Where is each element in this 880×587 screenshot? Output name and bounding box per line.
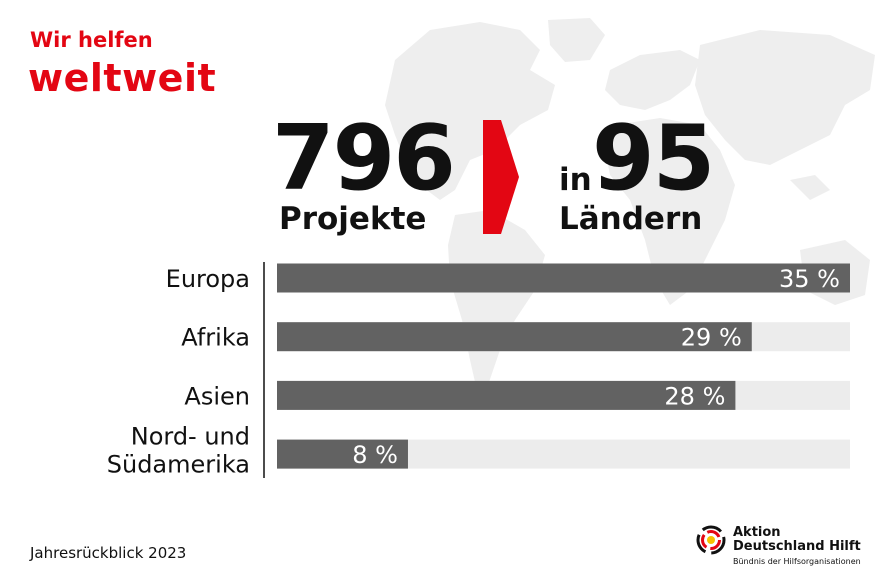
org-name-line1: Aktion [733,525,781,540]
year-label: Jahresrückblick 2023 [30,544,187,562]
category-label: Afrika [181,324,250,352]
countries-number: 95 [592,106,715,211]
category-label: Europa [166,265,250,293]
projects-number: 796 [272,106,456,211]
bar [277,380,736,410]
org-name-line2: Deutschland Hilft [733,539,861,554]
chevron-right-icon [483,120,519,234]
category-label: Asien [184,382,250,410]
bar-value-label: 35 % [779,265,840,293]
header-line2: weltweit [28,56,217,100]
category-label: Nord- und Südamerika [107,423,250,479]
bar [277,263,850,293]
bar [277,322,752,352]
org-tagline: Bündnis der Hilfsorganisationen [733,557,861,566]
bar [277,439,408,469]
bar-value-label: 8 % [352,441,398,469]
countries-prefix: in [559,162,592,198]
bar-value-label: 29 % [681,324,742,352]
header-line1: Wir helfen [30,28,153,52]
countries-label: Ländern [559,201,703,237]
projects-label: Projekte [279,201,427,237]
organization-logo [696,525,726,555]
bar-value-label: 28 % [664,382,725,410]
